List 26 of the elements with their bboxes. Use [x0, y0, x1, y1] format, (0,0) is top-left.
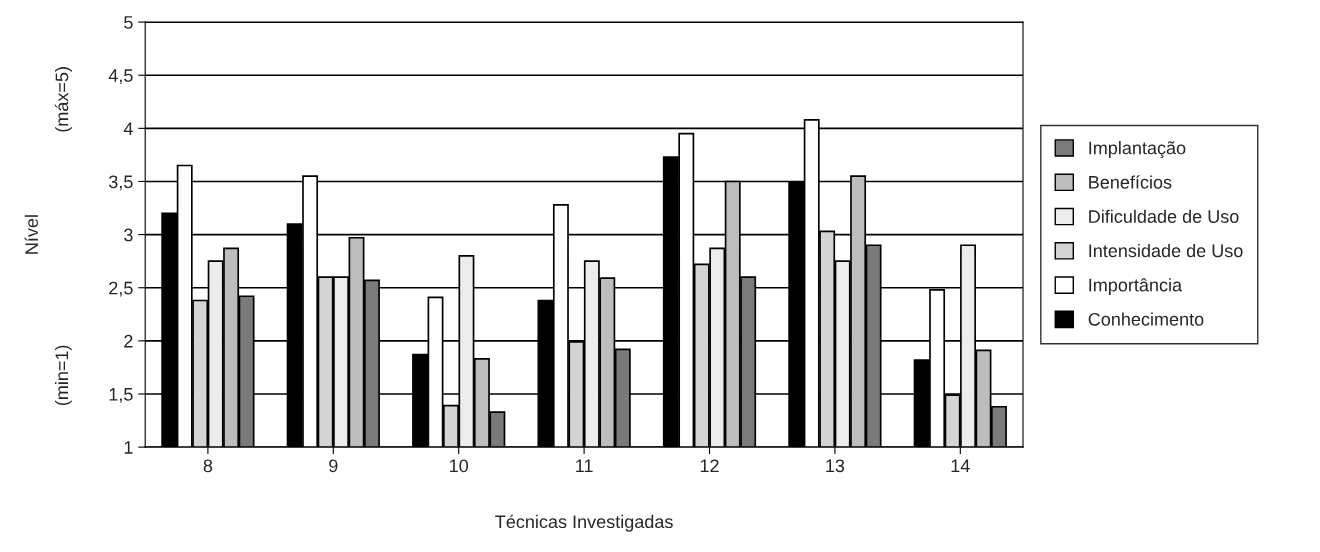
x-tick-label: 11	[576, 459, 593, 473]
x-tick-label: 14	[951, 459, 970, 473]
text: (min=1)	[54, 345, 72, 406]
y-axis-title: Nível	[24, 215, 39, 254]
legend-label: Importância	[1089, 278, 1183, 296]
legend-label: Benefícios	[1089, 175, 1172, 189]
y-tick-label: 4,5	[108, 69, 133, 85]
y-tick-label: 2	[124, 334, 133, 348]
legend-label: Conhecimento	[1088, 312, 1204, 326]
legend-label: Intensidade de Uso	[1089, 243, 1243, 258]
x-tick-label: 10	[450, 459, 469, 473]
y-tick-label: 3,5	[108, 175, 133, 191]
y-tick-label: 5	[124, 16, 133, 29]
y-tick-label: 4	[123, 122, 133, 135]
x-axis-title: Técnicas Investigadas	[495, 514, 673, 532]
x-tick-label: 12	[700, 459, 719, 473]
y-tick-label: 1	[124, 441, 133, 454]
text: (máx=5)	[54, 67, 72, 132]
x-tick-label: 13	[826, 459, 845, 473]
y-tick-label: 2,5	[109, 281, 133, 297]
y-tick-label: 3	[124, 228, 133, 242]
x-tick-label: 8	[203, 459, 213, 473]
y-tick-label: 1,5	[109, 388, 133, 403]
x-tick-label: 9	[329, 459, 338, 473]
legend-label: Implantação	[1089, 141, 1186, 158]
legend-label: Dificuldade de Uso	[1089, 209, 1239, 223]
